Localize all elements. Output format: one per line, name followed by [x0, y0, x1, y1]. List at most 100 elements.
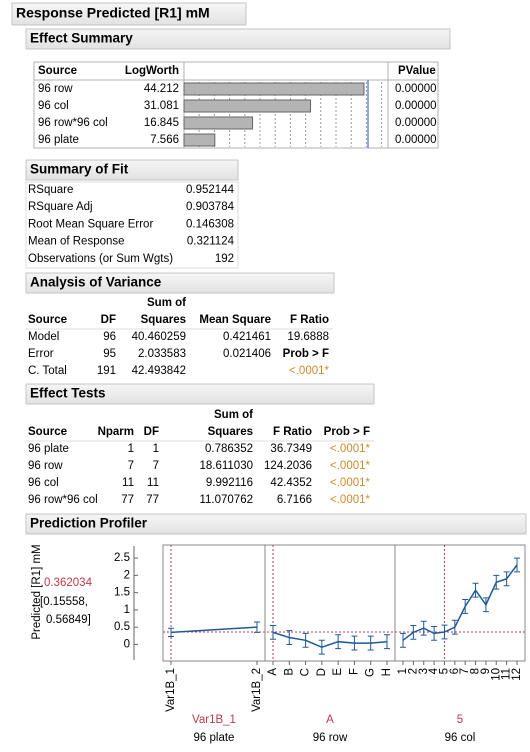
title-bar[interactable]: [11, 2, 247, 26]
x-tick-label: D: [316, 668, 328, 676]
error-bar: [367, 635, 374, 651]
error-bar: [482, 597, 489, 613]
x-tick-label: 8: [470, 668, 482, 674]
error-bar: [441, 624, 448, 640]
table-cell: 11: [147, 477, 159, 489]
table-cell: 0.00000: [395, 100, 437, 112]
current-level: Var1B_1: [192, 714, 236, 726]
table-frame: [25, 181, 239, 269]
table-cell: <.0001*: [289, 365, 329, 377]
error-bar: [384, 634, 390, 650]
error-bar: [410, 624, 417, 640]
error-bar: [335, 634, 342, 650]
table-cell: 0.321124: [187, 236, 235, 248]
error-bar: [451, 619, 458, 635]
table-cell: 96 row*96 col: [38, 117, 108, 129]
table-cell: 11.070762: [199, 494, 253, 506]
table-cell: 0.146308: [186, 218, 234, 230]
table-cell: 0.00000: [395, 134, 437, 146]
x-tick-label: C: [300, 668, 312, 676]
table-cell: 18.611030: [199, 460, 253, 472]
column-header: Sum of: [214, 409, 253, 421]
y-tick-label: 2.5: [114, 552, 130, 564]
error-bar: [514, 557, 520, 573]
factor-name: 96 col: [445, 732, 476, 744]
table-cell: 77: [146, 494, 159, 506]
table-cell: Observations (or Sum Wgts): [28, 253, 173, 265]
error-bar: [493, 574, 500, 590]
x-tick-label: 12: [511, 668, 523, 681]
table-cell: 11: [122, 477, 134, 489]
x-tick-label: F: [348, 668, 360, 675]
table-cell: 42.4352: [270, 477, 312, 489]
table-cell: 7: [153, 460, 159, 472]
column-header: Squares: [141, 314, 186, 326]
table-cell: RSquare Adj: [28, 201, 93, 213]
error-bar: [302, 632, 309, 648]
error-bar: [431, 625, 438, 641]
column-header: LogWorth: [125, 65, 179, 77]
column-header: Nparm: [98, 426, 134, 438]
table-cell: 77: [121, 494, 134, 506]
table-frame: [33, 61, 439, 149]
section-title: Analysis of Variance: [30, 275, 162, 290]
current-value: 0.362034: [44, 577, 93, 589]
table-cell: 96 col: [38, 100, 69, 112]
table-cell: 96 row*96 col: [28, 494, 98, 506]
x-tick-label: B: [283, 668, 295, 676]
table-cell: 0.00000: [395, 117, 437, 129]
error-bar: [286, 630, 293, 645]
section-header[interactable]: [25, 383, 375, 405]
profile-line: [272, 631, 388, 649]
section-header[interactable]: [25, 272, 335, 294]
column-header: DF: [101, 314, 116, 326]
x-tick-label: H: [381, 668, 393, 676]
x-tick-label: 4: [428, 667, 440, 674]
x-tick-label: Var1B_2: [251, 668, 263, 712]
table-cell: 0.421461: [223, 331, 271, 343]
x-tick-label: 10: [490, 668, 502, 681]
section-title: Summary of Fit: [30, 162, 129, 177]
table-cell: <.0001*: [330, 443, 370, 455]
section-title: Prediction Profiler: [30, 516, 148, 531]
profile-line: [402, 564, 518, 641]
x-tick-label: 7: [459, 668, 471, 674]
x-tick-label: A: [267, 668, 279, 676]
table-cell: 19.6888: [287, 331, 329, 343]
report-title: Response Predicted [R1] mM: [16, 5, 210, 21]
current-level: 5: [457, 714, 463, 726]
column-header: Source: [38, 65, 77, 77]
column-header: DF: [144, 426, 159, 438]
current-level: A: [326, 714, 334, 726]
error-bar: [462, 599, 469, 614]
table-cell: 9.992116: [206, 477, 253, 489]
x-tick-label: 9: [480, 668, 492, 674]
section-header[interactable]: [25, 159, 239, 181]
table-cell: 0.903784: [186, 201, 235, 213]
error-bar: [351, 635, 358, 651]
logworth-bar: [183, 82, 365, 96]
table-cell: <.0001*: [330, 460, 370, 472]
logworth-bar: [183, 133, 216, 147]
column-header: Prob > F: [324, 426, 370, 438]
table-cell: RSquare: [28, 184, 73, 196]
table-cell: 44.212: [144, 83, 179, 95]
table-cell: 40.460259: [132, 331, 186, 343]
table-cell: 2.033583: [138, 348, 186, 360]
plot-frame: [162, 544, 526, 662]
table-cell: 95: [103, 348, 116, 360]
section-header[interactable]: [25, 28, 451, 50]
table-cell: 42.493842: [132, 365, 186, 377]
section-title: Effect Tests: [30, 386, 106, 401]
column-header: Source: [28, 314, 67, 326]
table-cell: 7: [128, 460, 134, 472]
logworth-bar: [183, 99, 312, 113]
table-cell: 1: [128, 443, 134, 455]
y-tick-label: 0.5: [114, 621, 130, 633]
y-tick-label: 0: [124, 638, 130, 650]
column-header: Squares: [208, 426, 253, 438]
table-cell: Prob > F: [283, 348, 329, 360]
table-cell: 7.566: [150, 134, 179, 146]
section-header[interactable]: [25, 513, 527, 535]
